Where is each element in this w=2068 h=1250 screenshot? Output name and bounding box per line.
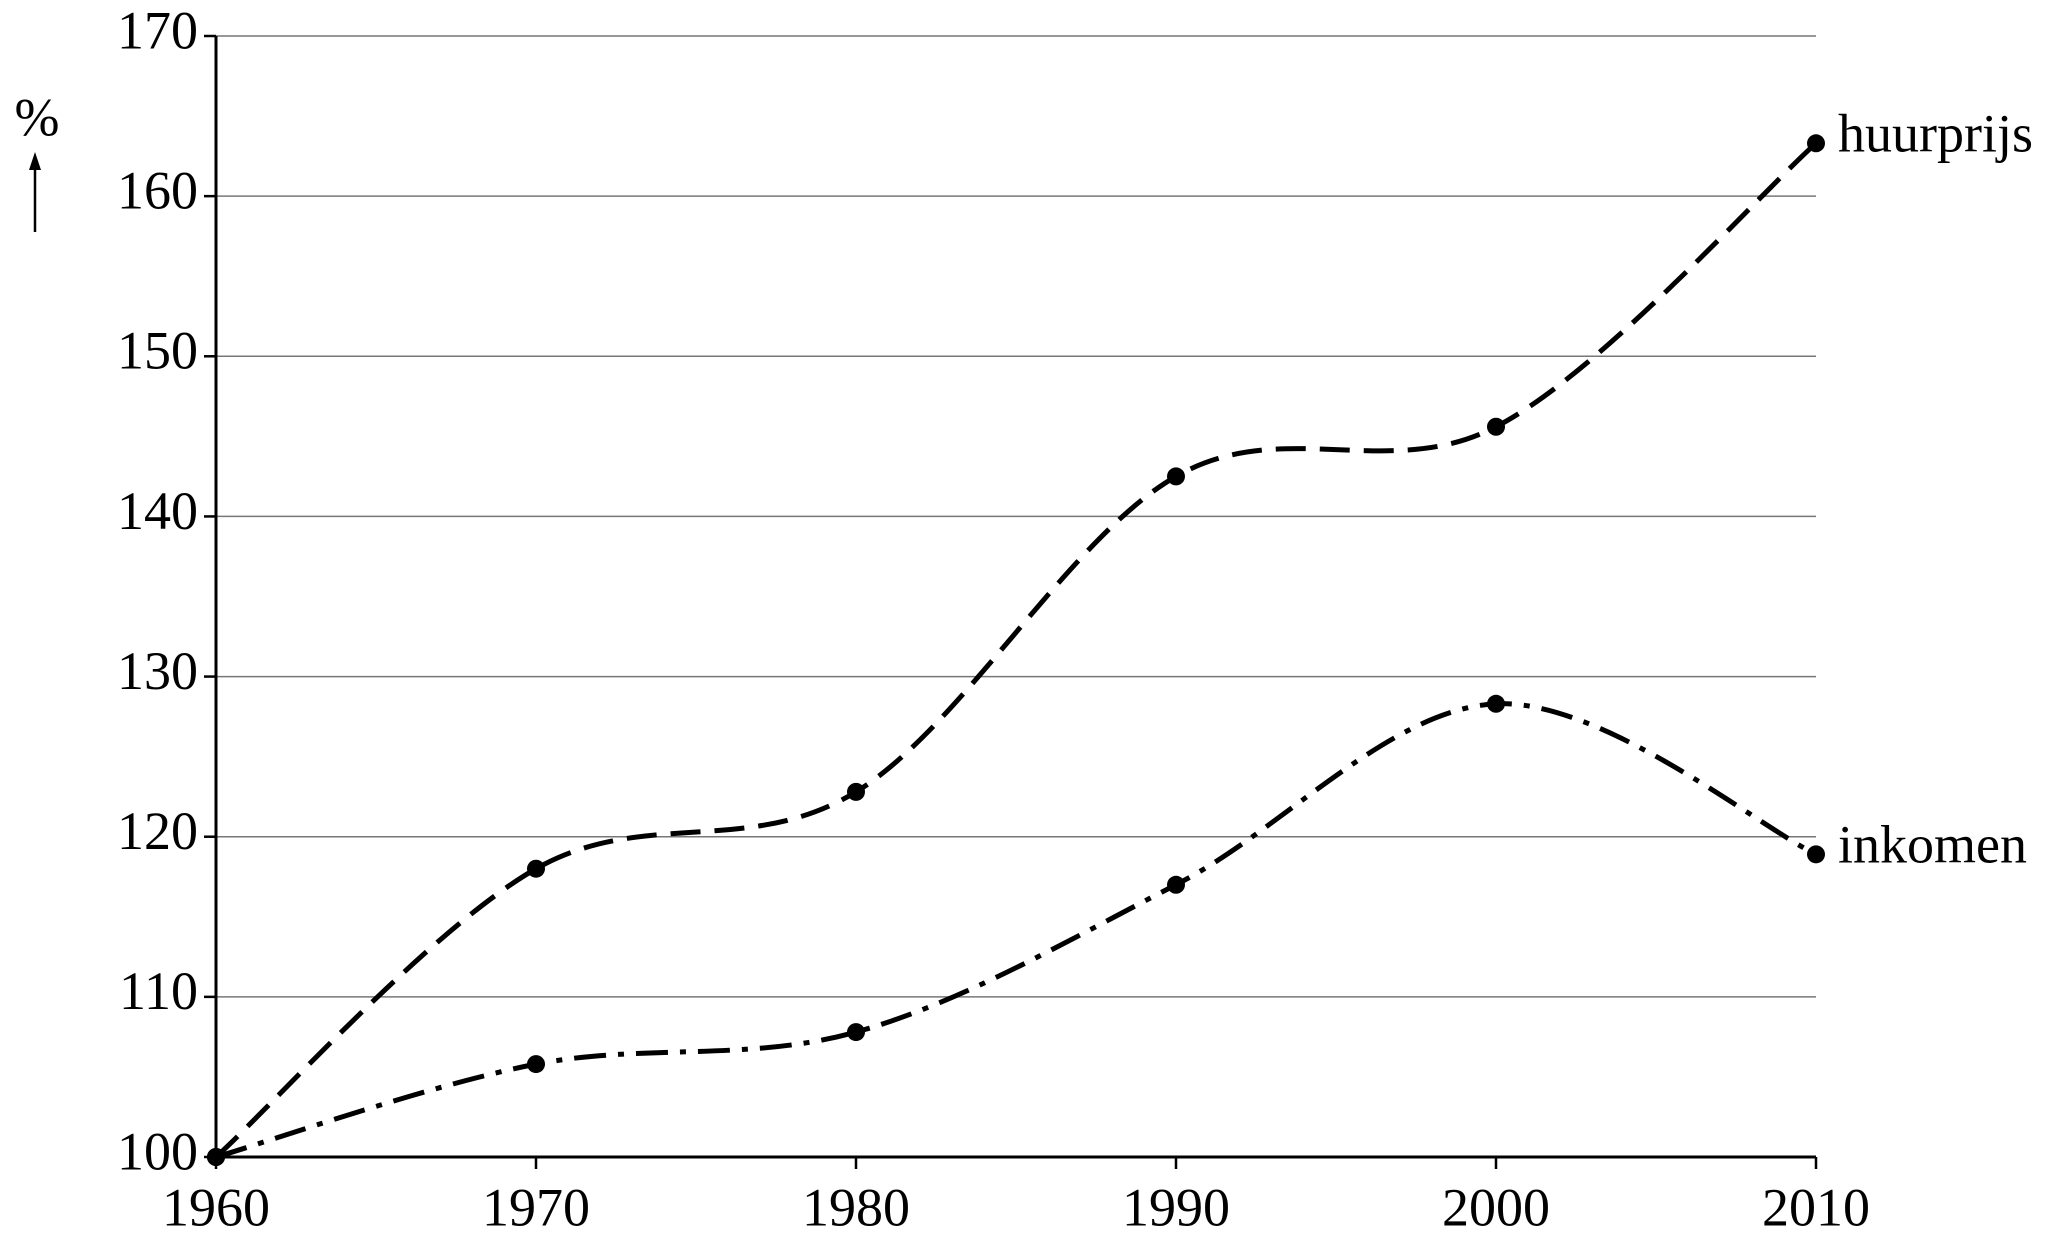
series-line [214, 141, 1818, 1159]
x-tick-label: 2000 [1442, 1177, 1550, 1237]
data-point [1807, 845, 1825, 864]
y-tick-label: 140 [117, 481, 198, 541]
x-tick-label: 1960 [162, 1177, 270, 1237]
y-tick-label: 110 [119, 961, 198, 1021]
data-point [527, 1055, 545, 1074]
y-tick-label: 100 [117, 1121, 198, 1181]
data-point [1487, 417, 1505, 436]
data-point [1807, 134, 1825, 153]
x-tick-label: 1970 [482, 1177, 590, 1237]
data-point [847, 782, 865, 801]
data-point [1167, 875, 1185, 894]
x-tick-label: 2010 [1762, 1177, 1870, 1237]
series-line [215, 701, 1818, 1160]
data-point [207, 1148, 225, 1166]
y-axis-label: % [15, 87, 60, 147]
data-point [847, 1023, 865, 1042]
data-point [1167, 467, 1185, 486]
data-point [527, 859, 545, 878]
data-point [1487, 694, 1505, 713]
x-tick-label: 1990 [1122, 1177, 1230, 1237]
series-label: huurprijs [1838, 104, 2033, 164]
y-tick-label: 160 [117, 161, 198, 221]
y-axis-arrow-head [29, 152, 41, 170]
y-tick-label: 150 [117, 321, 198, 381]
series-label: inkomen [1838, 815, 2027, 875]
y-tick-label: 170 [117, 0, 198, 60]
y-tick-label: 120 [117, 801, 198, 861]
y-tick-label: 130 [117, 641, 198, 701]
x-tick-label: 1980 [802, 1177, 910, 1237]
